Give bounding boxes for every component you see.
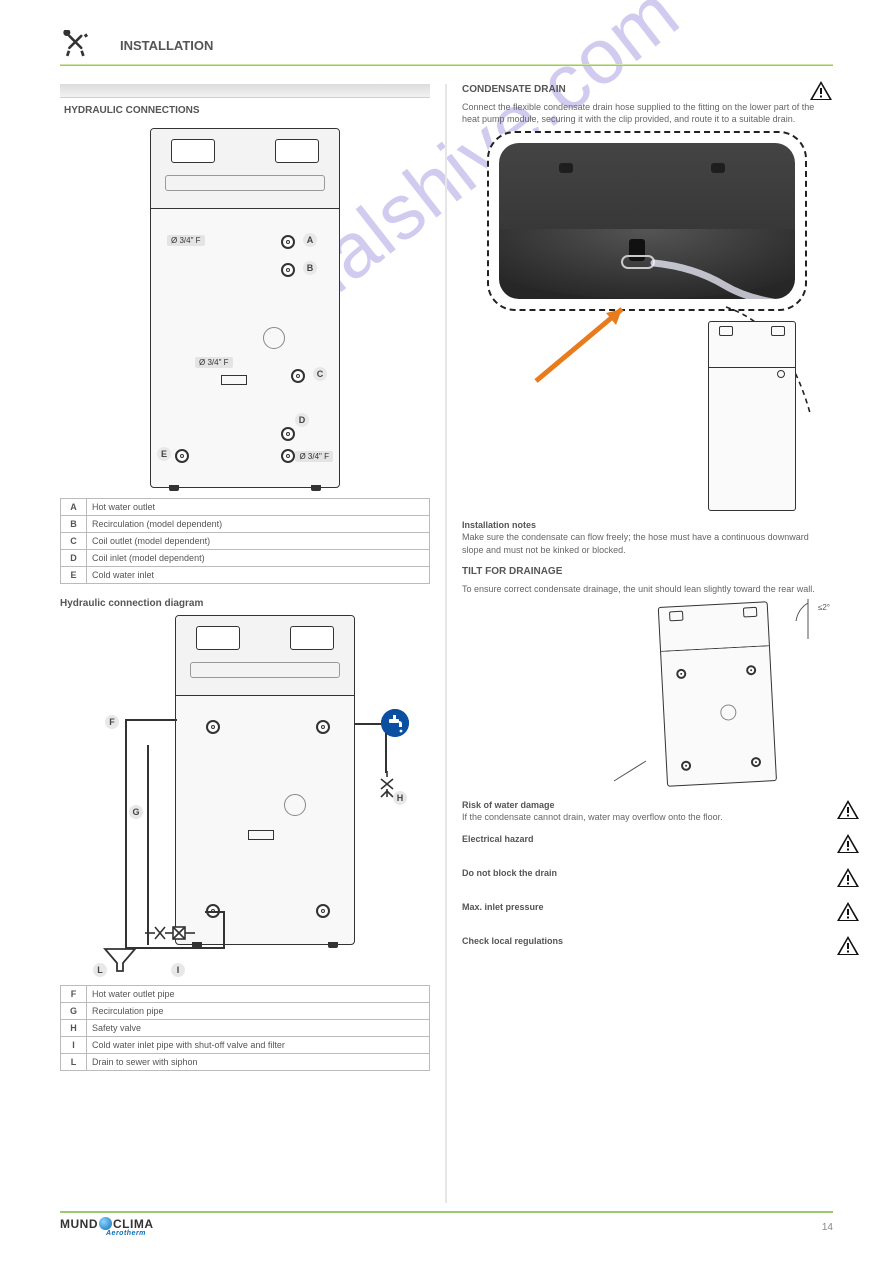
warning-block: Do not block the drain [462, 867, 832, 893]
port-label-a: A [303, 233, 317, 247]
section-title: CONDENSATE DRAIN [462, 84, 832, 95]
figure-ports: A Ø 3/4" F B Ø 3/4" F C D E Ø 3/4" F [150, 128, 340, 488]
warning-block: Check local regulations [462, 935, 832, 961]
port-label-c: C [313, 367, 327, 381]
table-row: FHot water outlet pipe [61, 986, 430, 1003]
page-number: 14 [822, 1222, 833, 1233]
port-label-h: H [393, 791, 407, 805]
table-row: BRecirculation (model dependent) [61, 516, 430, 533]
shutoff-valve-icon [143, 921, 203, 945]
warning-icon [836, 867, 860, 888]
port-label-e: E [157, 447, 171, 461]
warning-icon [836, 935, 860, 956]
figure-hydraulic: F G H L I [85, 615, 405, 975]
warning-icon [836, 901, 860, 922]
size-label: Ø 3/4" F [295, 451, 333, 462]
section-title: TILT FOR DRAINAGE [462, 566, 832, 577]
port-label-i: I [171, 963, 185, 977]
table-row: CCoil outlet (model dependent) [61, 533, 430, 550]
port-label-d: D [295, 413, 309, 427]
table-row: AHot water outlet [61, 499, 430, 516]
table-row: ICold water inlet pipe with shut-off val… [61, 1037, 430, 1054]
table-row: DCoil inlet (model dependent) [61, 550, 430, 567]
angle-label: ≤2° [818, 603, 830, 612]
subsection-title: Hydraulic connection diagram [60, 598, 430, 609]
port-label-l: L [93, 963, 107, 977]
port-label-g: G [129, 805, 143, 819]
ports-table: AHot water outlet BRecirculation (model … [60, 498, 430, 584]
photo-callout [487, 131, 807, 311]
port-label-f: F [105, 715, 119, 729]
body-text: Connect the flexible condensate drain ho… [462, 101, 832, 125]
hydraulic-table: FHot water outlet pipe GRecirculation pi… [60, 985, 430, 1071]
header-rule [60, 64, 833, 66]
table-row: LDrain to sewer with siphon [61, 1054, 430, 1071]
mini-unit [708, 321, 796, 511]
brand-logo: MUNDCLIMA Aerotherm [60, 1217, 154, 1237]
column-divider [445, 84, 447, 1203]
warning-block: Max. inlet pressure [462, 901, 832, 927]
section-bar [60, 84, 430, 98]
page-footer: MUNDCLIMA Aerotherm 14 [60, 1211, 833, 1237]
warning-icon [836, 833, 860, 854]
table-row: HSafety valve [61, 1020, 430, 1037]
drain-funnel-icon [103, 947, 137, 973]
body-text: Installation notes Make sure the condens… [462, 519, 832, 555]
mini-unit-tilted [658, 601, 777, 787]
table-row: GRecirculation pipe [61, 1003, 430, 1020]
arrow-icon [526, 301, 646, 391]
warning-block: Electrical hazard [462, 833, 832, 859]
warning-icon [836, 799, 860, 820]
globe-icon [99, 1217, 112, 1230]
left-column: HYDRAULIC CONNECTIONS A Ø 3/4" F B Ø 3/4… [60, 84, 430, 1071]
table-row: ECold water inlet [61, 567, 430, 584]
size-label: Ø 3/4" F [195, 357, 233, 368]
chapter-title: INSTALLATION [120, 38, 213, 53]
right-column: CONDENSATE DRAIN Connect the flexible co… [462, 84, 832, 965]
port-label-b: B [303, 261, 317, 275]
warning-block: Risk of water damageIf the condensate ca… [462, 799, 832, 825]
size-label: Ø 3/4" F [167, 235, 205, 246]
body-text: To ensure correct condensate drainage, t… [462, 583, 832, 595]
section-title: HYDRAULIC CONNECTIONS [60, 102, 430, 122]
